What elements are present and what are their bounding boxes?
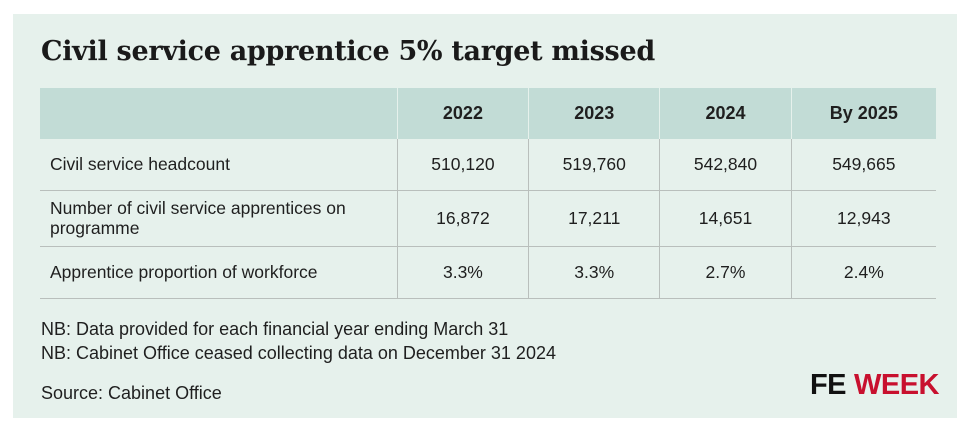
table-cell: 2.4% bbox=[790, 246, 936, 299]
table-cell: 549,665 bbox=[790, 139, 936, 191]
header-by-2025: By 2025 bbox=[790, 88, 936, 139]
header-empty bbox=[40, 88, 397, 139]
source-credit: Source: Cabinet Office bbox=[41, 383, 222, 403]
footnote: NB: Data provided for each financial yea… bbox=[41, 319, 509, 339]
table-row: Apprentice proportion of workforce 3.3% … bbox=[40, 246, 936, 299]
table-cell: 12,943 bbox=[790, 190, 936, 247]
table-cell: 519,760 bbox=[528, 139, 660, 191]
row-label-headcount: Civil service headcount bbox=[40, 139, 398, 191]
header-2022: 2022 bbox=[396, 88, 529, 139]
table-cell: 14,651 bbox=[659, 190, 792, 247]
header-2023: 2023 bbox=[528, 88, 660, 139]
table-cell: 17,211 bbox=[528, 190, 660, 247]
table-cell: 16,872 bbox=[396, 190, 529, 247]
logo-week: WEEK bbox=[854, 369, 940, 401]
table-cell: 510,120 bbox=[396, 139, 529, 191]
row-label-apprentices: Number of civil service apprentices on p… bbox=[40, 190, 398, 247]
logo-fe: FE bbox=[809, 369, 847, 401]
table-cell: 2.7% bbox=[659, 246, 792, 299]
table-header-row: 2022 2023 2024 By 2025 bbox=[40, 88, 936, 139]
table-row: Civil service headcount 510,120 519,760 … bbox=[40, 139, 936, 191]
data-table: 2022 2023 2024 By 2025 Civil service hea… bbox=[40, 88, 936, 299]
footnotes: NB: Data provided for each financial yea… bbox=[41, 317, 556, 365]
fe-week-logo: FE WEEK bbox=[809, 369, 940, 402]
infographic-card: Civil service apprentice 5% target misse… bbox=[13, 14, 957, 418]
footnote: NB: Cabinet Office ceased collecting dat… bbox=[41, 343, 556, 363]
table-cell: 3.3% bbox=[396, 246, 529, 299]
row-label-proportion: Apprentice proportion of workforce bbox=[40, 246, 398, 299]
table-row: Number of civil service apprentices on p… bbox=[40, 190, 936, 247]
table-cell: 542,840 bbox=[659, 139, 792, 191]
header-2024: 2024 bbox=[659, 88, 792, 139]
table-cell: 3.3% bbox=[528, 246, 660, 299]
page-title: Civil service apprentice 5% target misse… bbox=[41, 36, 655, 67]
